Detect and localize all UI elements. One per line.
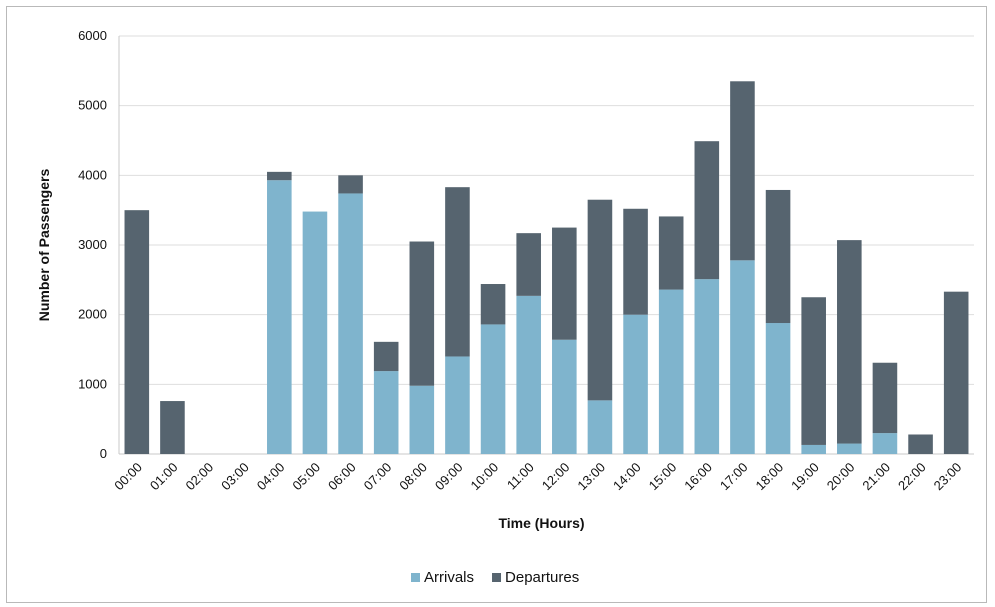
bar-arrivals-0800 — [409, 385, 435, 454]
stacked-bar-chart: 0 1000 2000 3000 4000 5000 6000 00:00 01:00 02:0… — [36, 28, 974, 586]
gridlines — [118, 35, 974, 455]
x-tick-label: 20:00 — [824, 460, 858, 494]
x-tick-label: 17:00 — [717, 460, 751, 494]
bar-arrivals-1100 — [516, 295, 541, 454]
bar-departures-0900 — [445, 187, 470, 357]
x-tick-label: 22:00 — [895, 460, 929, 494]
bar-departures-1400 — [623, 208, 648, 315]
bar-departures-1300 — [587, 199, 613, 401]
bar-arrivals-1600 — [694, 279, 720, 454]
x-tick-label: 13:00 — [574, 460, 608, 494]
bar-arrivals-1000 — [480, 324, 506, 454]
bar-departures-0000 — [124, 210, 150, 454]
x-tick-label: 06:00 — [325, 460, 359, 494]
bar-departures-0800 — [409, 241, 435, 386]
y-tick-label: 1000 — [78, 376, 107, 391]
legend: Arrivals Departures — [411, 569, 579, 586]
x-tick-label: 05:00 — [289, 460, 323, 494]
x-tick-label: 04:00 — [254, 460, 288, 494]
x-tick-label: 00:00 — [111, 460, 145, 494]
x-tick-label: 15:00 — [646, 460, 680, 494]
bar-arrivals-2100 — [872, 433, 898, 454]
bar-departures-2300 — [943, 291, 969, 454]
bar-arrivals-1200 — [552, 339, 577, 454]
bar-arrivals-1300 — [587, 400, 613, 454]
legend-swatch-departures — [492, 573, 502, 582]
bar-departures-0400 — [267, 171, 292, 181]
bar-departures-2200 — [908, 434, 933, 454]
bar-arrivals-0500 — [302, 211, 328, 454]
x-tick-label: 02:00 — [183, 460, 217, 494]
bar-departures-0700 — [373, 341, 399, 372]
bar-arrivals-0700 — [373, 371, 399, 454]
bar-departures-1100 — [516, 233, 541, 296]
x-tick-label: 16:00 — [681, 460, 715, 494]
bar-departures-1000 — [480, 284, 506, 325]
legend-swatch-arrivals — [411, 573, 420, 582]
y-tick-label: 2000 — [78, 307, 107, 322]
x-tick-label: 10:00 — [468, 460, 502, 494]
x-tick-label: 12:00 — [539, 460, 573, 494]
y-tick-label: 0 — [100, 446, 107, 461]
x-tick-label: 03:00 — [218, 460, 252, 494]
bar-arrivals-1900 — [801, 444, 826, 454]
bar-arrivals-1400 — [623, 314, 648, 454]
legend-label-departures: Departures — [505, 569, 579, 586]
bar-departures-1600 — [694, 141, 720, 280]
bar-departures-2100 — [872, 362, 898, 434]
bar-departures-1800 — [765, 189, 791, 324]
x-tick-label: 11:00 — [504, 460, 537, 493]
bar-arrivals-1700 — [730, 260, 755, 454]
x-tick-label: 19:00 — [788, 460, 822, 494]
bars — [124, 81, 969, 455]
x-tick-labels: 00:00 01:00 02:00 03:00 04:00 05:00 06:00 07:00… — [111, 460, 964, 494]
legend-label-arrivals: Arrivals — [424, 569, 474, 586]
bar-departures-1200 — [552, 227, 577, 340]
bar-departures-1900 — [801, 297, 826, 445]
bar-arrivals-0400 — [267, 180, 292, 454]
y-tick-label: 4000 — [78, 167, 107, 182]
y-tick-label: 5000 — [78, 98, 107, 113]
y-tick-labels: 0 1000 2000 3000 4000 5000 6000 — [78, 28, 107, 461]
x-tick-label: 08:00 — [396, 460, 430, 494]
bar-departures-0100 — [160, 401, 185, 454]
x-axis-title: Time (Hours) — [498, 515, 584, 531]
x-tick-label: 07:00 — [361, 460, 395, 494]
x-tick-label: 21:00 — [859, 460, 893, 494]
bar-arrivals-1800 — [765, 323, 791, 454]
x-tick-label: 23:00 — [931, 460, 965, 494]
x-tick-label: 14:00 — [610, 460, 644, 494]
y-tick-label: 6000 — [78, 28, 107, 43]
bar-arrivals-0900 — [445, 356, 470, 454]
y-axis-title: Number of Passengers — [36, 169, 52, 322]
x-tick-label: 18:00 — [753, 460, 787, 494]
bar-departures-1500 — [658, 216, 684, 290]
bar-departures-0600 — [338, 175, 363, 194]
y-tick-label: 3000 — [78, 237, 107, 252]
chart-frame: 0 1000 2000 3000 4000 5000 6000 00:00 01:00 02:0… — [6, 6, 987, 603]
bar-arrivals-2000 — [837, 443, 862, 454]
bar-arrivals-0600 — [338, 193, 363, 455]
x-tick-label: 01:00 — [147, 460, 181, 494]
bar-arrivals-1500 — [658, 289, 684, 454]
x-tick-label: 09:00 — [432, 460, 466, 494]
bar-departures-1700 — [730, 81, 755, 261]
bar-departures-2000 — [837, 240, 862, 444]
